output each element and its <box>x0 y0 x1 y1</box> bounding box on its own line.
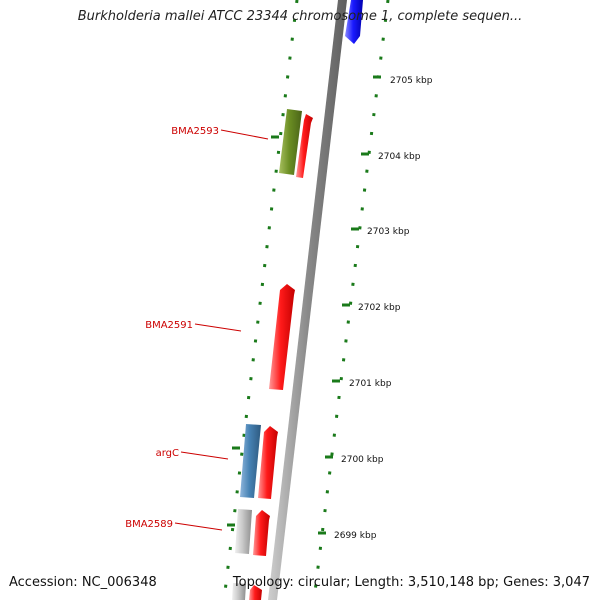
gene-feature-bma2593[interactable] <box>279 109 302 175</box>
ruler-label: 2701 kbp <box>349 379 392 389</box>
gene-label-argc[interactable]: argC <box>156 448 179 459</box>
gene-feature-red[interactable] <box>296 114 313 178</box>
label-leader-line <box>194 323 242 332</box>
label-leader-line <box>220 129 269 140</box>
label-leader-line <box>174 522 223 531</box>
chromosome-backbone <box>268 0 347 600</box>
genome-summary-text: Topology: circular; Length: 3,510,148 bp… <box>232 575 590 590</box>
ruler-label: 2700 kbp <box>341 455 384 465</box>
ruler-label: 2704 kbp <box>378 152 421 162</box>
ruler-label: 2703 kbp <box>367 227 410 237</box>
map-title: Burkholderia mallei ATCC 23344 chromosom… <box>77 9 523 24</box>
gene-feature-grey[interactable] <box>232 583 246 600</box>
inner-dotted-ruler <box>312 0 390 600</box>
gene-feature-blue[interactable] <box>345 0 363 44</box>
ruler-label: 2705 kbp <box>390 76 433 86</box>
gene-feature-bma2589[interactable] <box>235 509 252 554</box>
gene-feature-bma2591[interactable] <box>269 284 295 390</box>
ruler-label: 2702 kbp <box>358 303 401 313</box>
gene-label-bma2589[interactable]: BMA2589 <box>125 519 173 530</box>
gene-feature-argc[interactable] <box>240 424 261 498</box>
ruler-label: 2699 kbp <box>334 531 377 541</box>
label-leader-line <box>180 451 229 460</box>
gene-feature-red[interactable] <box>253 510 270 556</box>
gene-feature-red[interactable] <box>249 585 262 600</box>
gene-label-bma2593[interactable]: BMA2593 <box>171 126 219 137</box>
gene-label-bma2591[interactable]: BMA2591 <box>145 320 193 331</box>
gene-feature-red[interactable] <box>258 426 278 499</box>
accession-text: Accession: NC_006348 <box>9 575 157 590</box>
